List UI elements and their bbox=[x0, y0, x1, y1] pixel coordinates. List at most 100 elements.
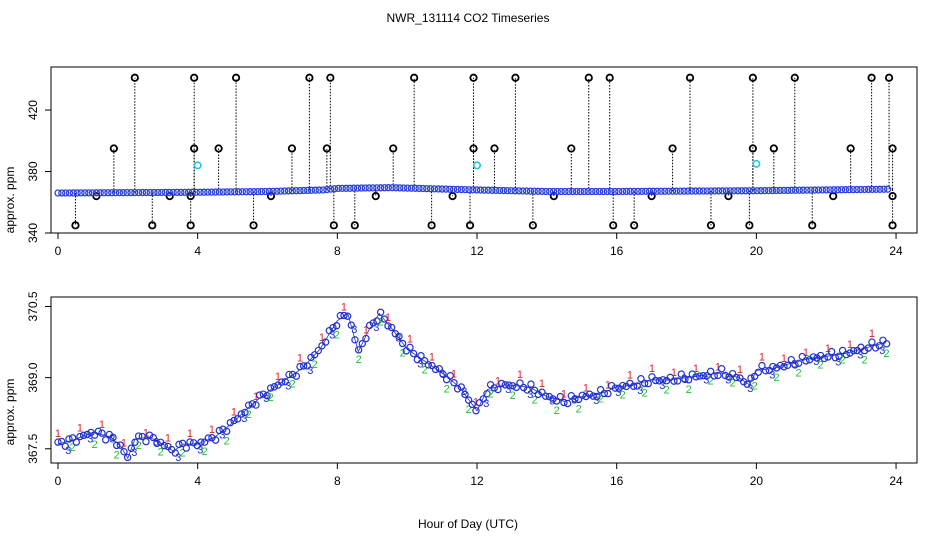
spike-point bbox=[528, 221, 537, 230]
bottom-point bbox=[772, 364, 781, 372]
baseline-point bbox=[261, 187, 270, 196]
bottom-point bbox=[94, 427, 103, 436]
bottom-point bbox=[472, 407, 480, 415]
bottom-series-marker: 2 bbox=[136, 440, 142, 452]
bottom-point bbox=[871, 344, 880, 352]
baseline-point bbox=[876, 185, 884, 193]
bottom-point bbox=[453, 385, 462, 393]
bottom-point bbox=[336, 311, 345, 320]
spike-point bbox=[808, 221, 817, 230]
top-x-tick-label: 16 bbox=[610, 244, 624, 258]
baseline-point bbox=[62, 189, 70, 197]
baseline-point bbox=[557, 187, 565, 196]
bottom-point bbox=[849, 347, 858, 355]
baseline-point bbox=[457, 185, 465, 194]
bottom-point bbox=[186, 438, 194, 446]
bottom-series-marker: 3 bbox=[307, 365, 313, 377]
bottom-point bbox=[699, 371, 707, 380]
baseline-point bbox=[123, 189, 131, 197]
bottom-point bbox=[215, 426, 224, 435]
bottom-x-tick-label: 4 bbox=[194, 474, 201, 488]
bottom-series-marker: 3 bbox=[285, 381, 291, 393]
bottom-point bbox=[475, 399, 484, 407]
bottom-point bbox=[556, 392, 564, 401]
spike-point bbox=[190, 144, 199, 153]
bottom-series-marker: 3 bbox=[219, 429, 225, 441]
baseline-point bbox=[780, 186, 788, 195]
baseline-point bbox=[161, 188, 170, 197]
spike-point bbox=[287, 144, 297, 153]
baseline-point bbox=[580, 187, 588, 196]
bottom-series-marker: 1 bbox=[429, 352, 435, 364]
bottom-point bbox=[831, 353, 839, 362]
baseline-point bbox=[830, 186, 838, 194]
baseline-point bbox=[257, 187, 266, 196]
spike-point bbox=[745, 221, 754, 230]
bottom-series-marker: 1 bbox=[671, 367, 677, 379]
bottom-point bbox=[875, 342, 883, 350]
baseline-point bbox=[519, 187, 527, 195]
baseline-point bbox=[442, 185, 450, 193]
baseline-point bbox=[841, 186, 850, 194]
bottom-point bbox=[593, 392, 601, 401]
bottom-point bbox=[244, 401, 253, 409]
bottom-point bbox=[879, 336, 887, 344]
bottom-point bbox=[659, 376, 667, 384]
baseline-point bbox=[672, 187, 681, 195]
baseline-point bbox=[192, 188, 200, 196]
bottom-point bbox=[618, 381, 627, 390]
baseline-point bbox=[138, 188, 147, 197]
baseline-point bbox=[515, 187, 523, 195]
baseline-point bbox=[169, 188, 177, 197]
bottom-series-marker: 1 bbox=[55, 428, 61, 440]
bottom-point bbox=[417, 352, 425, 360]
baseline-point bbox=[177, 188, 185, 197]
bottom-point bbox=[860, 346, 869, 355]
baseline-point bbox=[315, 186, 323, 194]
spike-point bbox=[109, 144, 118, 153]
baseline-point bbox=[165, 188, 174, 197]
bottom-series-marker: 1 bbox=[451, 369, 457, 381]
bottom-series-marker: 3 bbox=[769, 369, 775, 381]
chart-title: NWR_131114 CO2 Timeseries bbox=[387, 11, 550, 25]
bottom-point bbox=[149, 433, 158, 442]
bottom-point bbox=[589, 392, 597, 400]
baseline-point bbox=[826, 186, 834, 194]
baseline-point bbox=[657, 187, 665, 195]
spike-point bbox=[748, 73, 757, 82]
bottom-series-marker: 1 bbox=[715, 361, 721, 373]
bottom-series-marker: 1 bbox=[847, 339, 853, 351]
bottom-series-marker: 2 bbox=[862, 355, 868, 367]
bottom-point bbox=[512, 383, 521, 392]
bottom-point bbox=[65, 435, 73, 443]
bottom-point bbox=[120, 447, 128, 456]
bottom-point bbox=[237, 410, 246, 418]
bottom-point bbox=[248, 400, 257, 408]
bottom-series-marker: 1 bbox=[561, 388, 567, 400]
bottom-point bbox=[464, 396, 473, 404]
baseline-point bbox=[211, 188, 220, 196]
baseline-point bbox=[327, 185, 335, 193]
baseline-point bbox=[884, 185, 892, 193]
bottom-series-marker: 3 bbox=[65, 445, 71, 457]
baseline-point bbox=[576, 187, 585, 196]
baseline-point bbox=[207, 188, 216, 196]
bottom-point bbox=[219, 425, 227, 433]
cyan-point bbox=[473, 161, 482, 170]
baseline-point bbox=[853, 185, 861, 194]
bottom-point bbox=[226, 418, 235, 427]
baseline-point bbox=[204, 188, 212, 196]
spike-point bbox=[448, 192, 457, 201]
bottom-point bbox=[582, 392, 590, 401]
baseline-point bbox=[284, 187, 293, 195]
baseline-point bbox=[676, 187, 684, 195]
bottom-point bbox=[791, 361, 799, 369]
bottom-point bbox=[629, 382, 638, 390]
bottom-point bbox=[758, 361, 766, 370]
baseline-point bbox=[730, 187, 738, 195]
bottom-point bbox=[651, 376, 660, 385]
bottom-series-marker: 3 bbox=[439, 368, 445, 380]
bottom-point bbox=[413, 355, 422, 364]
baseline-point bbox=[215, 188, 223, 196]
baseline-point bbox=[565, 187, 573, 196]
